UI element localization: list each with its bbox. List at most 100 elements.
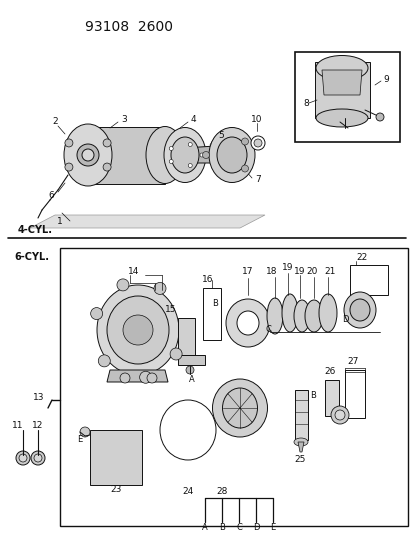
Text: 18: 18	[266, 268, 277, 277]
Ellipse shape	[202, 151, 209, 158]
Ellipse shape	[77, 144, 99, 166]
Ellipse shape	[216, 137, 247, 173]
Text: 12: 12	[32, 421, 44, 430]
Ellipse shape	[236, 311, 259, 335]
Polygon shape	[88, 127, 165, 184]
Polygon shape	[107, 370, 168, 382]
Bar	[349, 265, 387, 295]
Ellipse shape	[293, 300, 309, 332]
Polygon shape	[185, 145, 230, 163]
Text: 13: 13	[33, 393, 44, 402]
Ellipse shape	[212, 379, 267, 437]
Text: C: C	[235, 522, 241, 531]
Ellipse shape	[304, 300, 322, 332]
Polygon shape	[321, 70, 361, 95]
Bar	[324, 380, 338, 416]
Text: A: A	[202, 522, 207, 531]
Text: 24: 24	[182, 488, 193, 497]
Polygon shape	[178, 318, 195, 355]
Ellipse shape	[188, 142, 192, 147]
Text: 3: 3	[121, 116, 126, 125]
Ellipse shape	[266, 298, 282, 334]
Text: 11: 11	[12, 421, 24, 430]
Ellipse shape	[293, 438, 307, 446]
Text: 1: 1	[57, 217, 63, 227]
Ellipse shape	[90, 308, 102, 320]
Text: 8: 8	[302, 99, 308, 108]
Text: 27: 27	[347, 358, 358, 367]
Ellipse shape	[139, 372, 151, 383]
Ellipse shape	[209, 127, 254, 182]
Ellipse shape	[97, 285, 178, 375]
Text: 6: 6	[48, 191, 54, 200]
Ellipse shape	[164, 127, 206, 182]
Bar	[202, 288, 221, 340]
Ellipse shape	[123, 315, 153, 345]
Ellipse shape	[170, 348, 182, 360]
Ellipse shape	[241, 165, 248, 172]
Ellipse shape	[169, 159, 173, 164]
Bar	[60, 248, 407, 526]
Ellipse shape	[31, 451, 45, 465]
Ellipse shape	[146, 126, 183, 183]
Text: 14: 14	[128, 268, 139, 277]
Text: 4: 4	[190, 116, 196, 125]
Polygon shape	[314, 62, 369, 118]
Text: B: B	[211, 300, 217, 309]
Text: 5: 5	[218, 131, 223, 140]
Polygon shape	[294, 390, 307, 440]
Text: 4-CYL.: 4-CYL.	[18, 225, 53, 235]
Text: 10: 10	[251, 116, 262, 125]
Text: 6-CYL.: 6-CYL.	[14, 252, 49, 262]
Ellipse shape	[169, 147, 173, 150]
Ellipse shape	[225, 299, 269, 347]
Ellipse shape	[241, 138, 248, 145]
Text: 25: 25	[294, 456, 305, 464]
Polygon shape	[178, 355, 204, 365]
Text: 23: 23	[110, 486, 121, 495]
Ellipse shape	[19, 454, 27, 462]
Ellipse shape	[98, 355, 110, 367]
Ellipse shape	[147, 373, 157, 383]
Ellipse shape	[349, 299, 369, 321]
Ellipse shape	[159, 400, 216, 460]
Text: A: A	[189, 376, 195, 384]
Ellipse shape	[65, 163, 73, 171]
Ellipse shape	[65, 139, 73, 147]
Ellipse shape	[343, 292, 375, 328]
Text: 15: 15	[164, 305, 176, 314]
Text: 21: 21	[323, 268, 335, 277]
Ellipse shape	[171, 137, 199, 173]
Text: 19: 19	[294, 268, 305, 277]
Ellipse shape	[222, 388, 257, 428]
Text: 93108  2600: 93108 2600	[85, 20, 173, 34]
Text: 9: 9	[382, 76, 388, 85]
Ellipse shape	[34, 454, 42, 462]
Text: E: E	[77, 435, 83, 445]
Ellipse shape	[199, 153, 204, 157]
Ellipse shape	[334, 410, 344, 420]
Text: 28: 28	[216, 488, 227, 497]
Ellipse shape	[154, 282, 166, 294]
Ellipse shape	[315, 55, 367, 80]
Text: 17: 17	[242, 268, 253, 277]
Ellipse shape	[16, 451, 30, 465]
Ellipse shape	[375, 113, 383, 121]
Ellipse shape	[103, 139, 111, 147]
Text: 16: 16	[202, 276, 213, 285]
Ellipse shape	[318, 294, 336, 332]
Ellipse shape	[64, 124, 112, 186]
Text: B: B	[218, 522, 224, 531]
Text: E: E	[270, 522, 275, 531]
Text: 2: 2	[52, 117, 58, 126]
Ellipse shape	[82, 149, 94, 161]
Bar	[90, 430, 142, 485]
Text: B: B	[309, 391, 315, 400]
Ellipse shape	[254, 139, 261, 147]
Ellipse shape	[188, 164, 192, 167]
Polygon shape	[297, 442, 303, 452]
Ellipse shape	[80, 427, 90, 437]
Text: 19: 19	[282, 263, 293, 272]
Ellipse shape	[120, 373, 130, 383]
Ellipse shape	[107, 296, 169, 364]
